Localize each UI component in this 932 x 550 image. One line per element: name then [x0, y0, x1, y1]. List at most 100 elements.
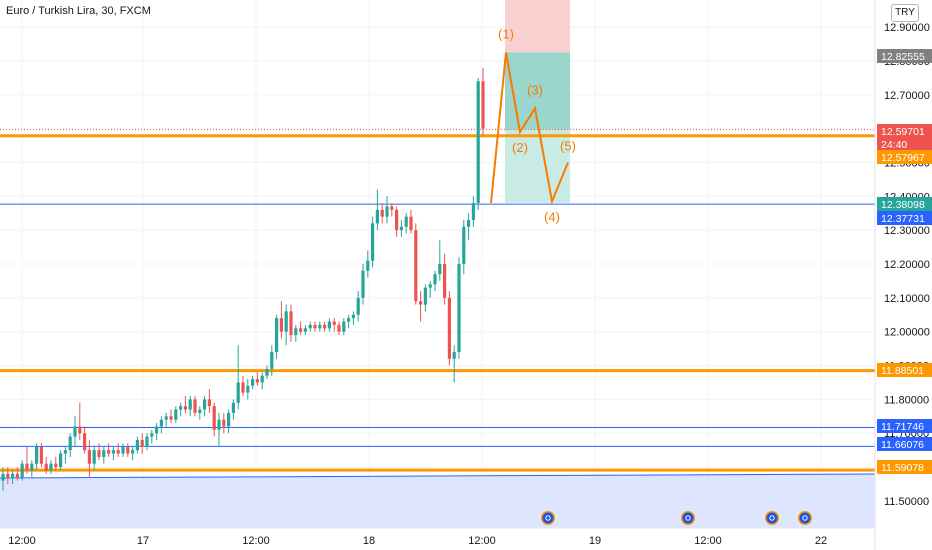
candle-body	[183, 406, 187, 410]
time-tick-label: 12:00	[694, 535, 722, 547]
price-label: 12.59701	[877, 124, 932, 138]
candle-body	[73, 426, 77, 437]
candle-body	[404, 216, 408, 227]
event-marker-icon	[541, 511, 555, 525]
candle-body	[390, 206, 394, 210]
candle-body	[260, 375, 264, 383]
candle-body	[92, 450, 96, 464]
event-markers[interactable]	[541, 511, 812, 525]
candle-body	[39, 446, 43, 464]
candle-body	[265, 368, 269, 376]
support-zone-fill	[0, 474, 875, 528]
candle-body	[366, 260, 370, 271]
candle-body	[1, 473, 5, 481]
candle-body	[246, 385, 250, 393]
event-marker-icon	[798, 511, 812, 525]
candle-body	[145, 436, 149, 447]
time-axis[interactable]: 12:00 17 12:00 18 12:00 19 12:00 22	[0, 527, 875, 547]
time-tick-label: 18	[363, 535, 375, 547]
candle-body	[255, 379, 259, 383]
price-label-bg	[877, 150, 932, 164]
event-marker-core	[766, 512, 778, 524]
candle-body	[116, 450, 120, 454]
price-tick-label: 12.00000	[884, 327, 930, 339]
time-tick-label: 12:00	[242, 535, 270, 547]
candle-body	[198, 409, 202, 413]
candle-body	[44, 463, 48, 471]
event-marker-glyph	[802, 515, 808, 521]
candle-body	[111, 450, 115, 454]
candle-body	[174, 409, 178, 420]
price-label-text: 11.66076	[881, 439, 924, 451]
price-label-text: 11.59078	[881, 462, 924, 474]
price-tick-label: 12.70000	[884, 90, 930, 102]
candle-body	[380, 209, 384, 217]
candle-body	[63, 450, 67, 454]
price-label: 11.66076	[877, 437, 932, 451]
candle-body	[102, 450, 106, 457]
candle-body	[423, 287, 427, 305]
candle-body	[126, 446, 130, 454]
candle-body	[414, 230, 418, 302]
price-label-text: 11.71746	[881, 421, 924, 433]
candle-body	[159, 419, 163, 427]
price-tick-label: 11.50000	[884, 496, 929, 508]
candle-body	[121, 446, 125, 454]
candle-body	[59, 453, 63, 468]
event-marker-icon	[681, 511, 695, 525]
price-label: 11.71746	[877, 419, 932, 433]
time-tick-label: 12:00	[8, 535, 36, 547]
candle-body	[49, 463, 53, 471]
candle-body	[275, 318, 279, 352]
candle-body	[107, 450, 111, 454]
candle-body	[332, 321, 336, 325]
wave-pattern[interactable]: (1) (2) (3) (4) (5)	[490, 26, 576, 224]
candle-body	[462, 226, 466, 264]
candle-body	[294, 328, 298, 336]
event-marker-icon	[765, 511, 779, 525]
chart-title: Euro / Turkish Lira, 30, FXCM	[6, 5, 151, 17]
price-label-bg	[877, 211, 932, 225]
candle-body	[25, 463, 29, 471]
time-tick-label: 17	[137, 535, 149, 547]
candle-body	[78, 426, 82, 434]
price-label-bg	[877, 124, 932, 138]
candles	[1, 67, 485, 491]
candle-body	[419, 301, 423, 305]
candle-body	[308, 324, 312, 329]
candle-body	[193, 399, 197, 413]
candle-body	[299, 328, 303, 332]
candle-body	[251, 379, 255, 386]
candle-body	[231, 402, 235, 413]
candle-body	[289, 311, 293, 336]
price-label-text: 24:40	[881, 139, 907, 151]
candle-body	[203, 399, 207, 410]
time-tick-label: 22	[815, 535, 827, 547]
candle-body	[212, 406, 216, 430]
candle-body	[68, 436, 72, 451]
horizontal-lines[interactable]	[0, 129, 875, 472]
price-label-bg	[877, 437, 932, 451]
price-label-bg	[877, 49, 932, 63]
price-tick-label: 12.30000	[884, 225, 930, 237]
price-label-text: 12.82555	[881, 51, 925, 63]
candle-body	[279, 318, 283, 332]
candle-body	[481, 81, 485, 129]
candle-body	[327, 321, 331, 329]
candle-body	[155, 426, 159, 434]
candle-body	[313, 324, 317, 329]
currency-button[interactable]: TRY	[891, 4, 919, 22]
event-marker-core	[542, 512, 554, 524]
stop-zone	[505, 0, 570, 53]
candle-body	[409, 216, 413, 231]
candle-body	[467, 220, 471, 227]
price-tick-label: 11.80000	[884, 394, 929, 406]
candle-body	[476, 81, 480, 204]
candle-body	[188, 399, 192, 410]
candle-body	[179, 406, 183, 410]
price-label: 12.57967	[877, 150, 932, 164]
candle-body	[140, 440, 144, 447]
candle-body	[318, 324, 322, 329]
